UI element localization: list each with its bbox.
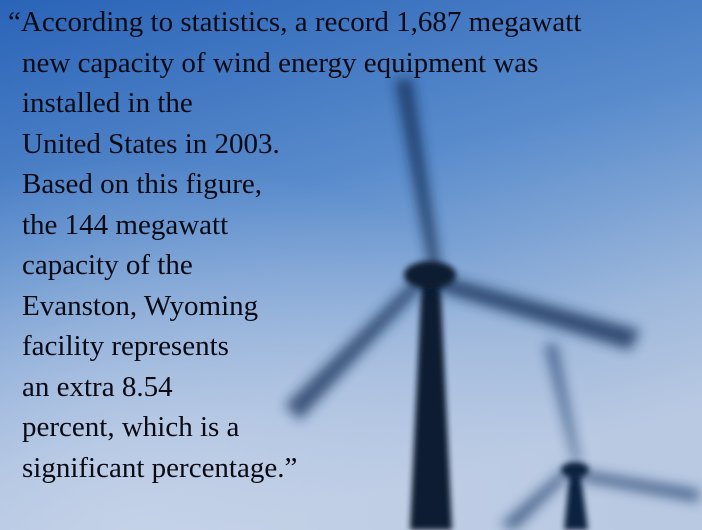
quote-line: percent, which is a bbox=[22, 407, 239, 447]
quote-line: Based on this figure, bbox=[22, 164, 262, 204]
quote-line: the 144 megawatt bbox=[22, 205, 228, 245]
quote-line: installed in the bbox=[22, 83, 193, 123]
quote-line: new capacity of wind energy equipment wa… bbox=[22, 43, 538, 83]
quote-line: significant percentage.” bbox=[22, 448, 297, 488]
quote-line: United States in 2003. bbox=[22, 124, 280, 164]
quote-line: “According to statistics, a record 1,687… bbox=[8, 2, 581, 42]
quote-line: Evanston, Wyoming bbox=[22, 286, 258, 326]
page: {"quote": {"lines": [ "\u201cAccording t… bbox=[0, 0, 702, 530]
quote-line: capacity of the bbox=[22, 245, 193, 285]
quote-line: facility represents bbox=[22, 326, 229, 366]
quote-line: an extra 8.54 bbox=[22, 367, 173, 407]
